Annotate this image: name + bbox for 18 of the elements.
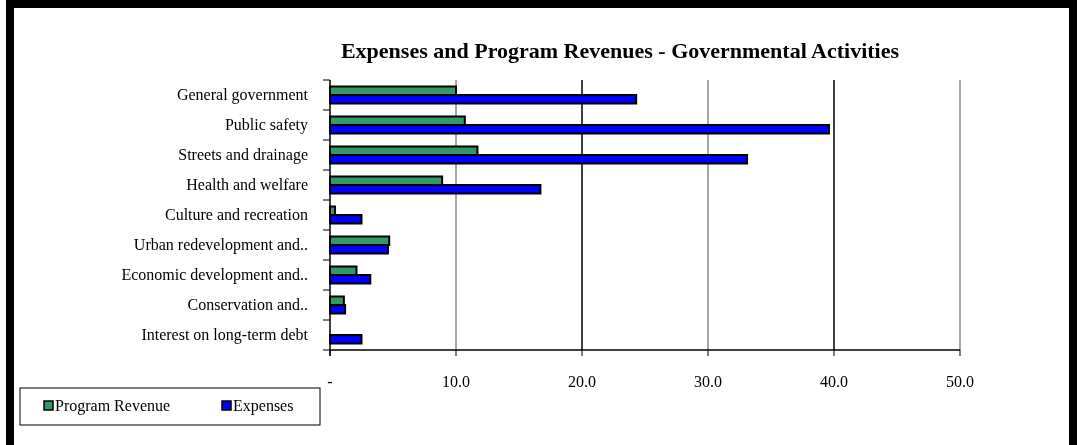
y-tick-label: Interest on long-term debt — [141, 326, 309, 344]
x-tick-label: 30.0 — [694, 373, 722, 390]
chart-title: Expenses and Program Revenues - Governmental Activities — [340, 38, 900, 63]
y-tick-label: Health and welfare — [186, 176, 308, 193]
y-tick-label: Economic development and.. — [121, 266, 308, 284]
y-tick-label: Conservation and.. — [187, 296, 308, 313]
y-tick-label: Culture and recreation — [164, 206, 308, 223]
legend-label: Program Revenue — [55, 397, 171, 415]
x-tick-label: - — [327, 373, 333, 390]
y-tick-label: General government — [176, 86, 309, 104]
y-tick-label: Urban redevelopment and.. — [133, 236, 308, 254]
y-tick-label: Streets and drainage — [178, 146, 308, 164]
x-tick-label: 10.0 — [442, 373, 470, 390]
y-tick-label: Public safety — [224, 116, 308, 134]
x-tick-label: 20.0 — [568, 373, 596, 390]
x-tick-label: 50.0 — [946, 373, 974, 390]
x-tick-label: 40.0 — [820, 373, 848, 390]
legend-label: Expenses — [233, 397, 294, 415]
